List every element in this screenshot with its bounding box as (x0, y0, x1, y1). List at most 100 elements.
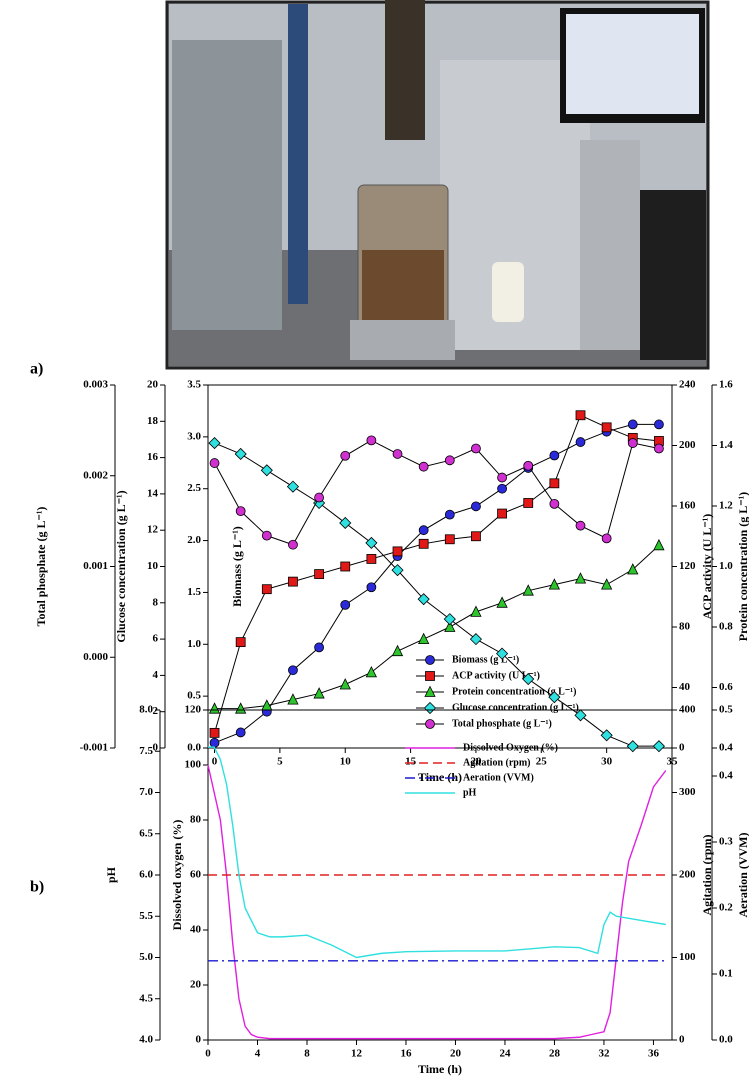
legend-marker (424, 685, 436, 697)
y-tick-label: 5.5 (139, 910, 153, 922)
y-tick-label: 100 (185, 759, 202, 771)
y-tick-label: 240 (679, 379, 696, 391)
y-tick-label: 0 (153, 742, 159, 754)
series-line (214, 439, 660, 546)
marker (235, 727, 246, 738)
y-tick-label: 0.0 (719, 1034, 733, 1046)
x-tick-label: 20 (450, 1048, 462, 1060)
y-axis-title: Glucose concentration (g L⁻¹) (114, 490, 128, 642)
y-tick-label: 120 (185, 704, 202, 716)
marker (288, 539, 298, 550)
marker (392, 546, 403, 557)
marker (497, 508, 507, 519)
y-tick-label: 100 (679, 951, 696, 963)
marker (652, 740, 665, 753)
marker (313, 687, 325, 699)
y-tick-label: 160 (679, 500, 696, 512)
y-axis-title: Biomass (g L⁻¹) (230, 526, 244, 607)
marker (339, 516, 352, 530)
marker (391, 564, 404, 577)
marker (444, 534, 455, 545)
series-line (207, 764, 667, 1040)
marker (627, 419, 638, 430)
y-tick-label: 6 (153, 633, 159, 645)
x-tick-label: 0 (205, 1048, 211, 1060)
y-tick-label: 4.0 (139, 1034, 153, 1046)
y-tick-label: 4.5 (139, 992, 153, 1004)
marker (600, 729, 613, 742)
y-tick-label: 0.001 (83, 560, 108, 572)
y-tick-label: 0.003 (83, 379, 108, 391)
marker (444, 455, 455, 466)
legend-label: Dissolved Oxygen (%) (463, 742, 558, 753)
marker (627, 438, 638, 448)
marker (470, 605, 482, 617)
photo-pumps (580, 140, 640, 350)
bioreactor-photo (165, 0, 710, 370)
y-tick-label: 0.4 (719, 770, 733, 782)
marker (314, 642, 324, 653)
marker (549, 498, 560, 509)
marker (444, 620, 456, 632)
x-tick-label: 8 (304, 1048, 310, 1060)
marker (418, 461, 429, 472)
y-tick-label: 4 (153, 669, 159, 681)
photo-base (350, 320, 455, 360)
y-axis-title: Total phosphate (g L⁻¹) (34, 507, 48, 627)
y-tick-label: 20 (147, 379, 159, 391)
y-tick-label: 6.0 (139, 869, 153, 881)
x-tick-label: 10 (340, 756, 352, 768)
marker (235, 637, 246, 648)
marker (208, 702, 221, 714)
x-tick-label: 12 (351, 1048, 363, 1060)
marker (601, 533, 612, 544)
series-line (214, 544, 660, 710)
photo-screen (566, 14, 699, 114)
legend-label: Protein concentration (g L⁻¹) (452, 686, 576, 697)
y-tick-label: 0 (679, 1034, 685, 1046)
legend-label: ACP activity (U L⁻¹) (452, 670, 540, 681)
y-tick-label: 80 (190, 814, 202, 826)
photo-rack (288, 4, 308, 304)
legend-label: Glucose concentration (g L⁻¹) (452, 702, 579, 713)
marker (654, 443, 664, 454)
y-axis-title: Protein concentration (g L⁻¹) (736, 492, 749, 641)
y-tick-label: 0 (196, 1034, 202, 1046)
marker (522, 584, 534, 596)
y-tick-label: 0.0 (187, 742, 201, 754)
marker (417, 593, 430, 606)
marker (575, 410, 586, 421)
x-tick-label: 4 (255, 1048, 261, 1060)
y-tick-label: 200 (679, 869, 696, 881)
y-tick-label: 0.1 (719, 968, 733, 980)
y-tick-label: 16 (147, 451, 159, 463)
y-tick-label: 0.5 (719, 704, 733, 716)
marker (366, 582, 377, 593)
series-line (214, 423, 659, 744)
marker (260, 464, 273, 477)
y-tick-label: 2.0 (187, 534, 201, 546)
marker (497, 472, 507, 483)
y-tick-label: 18 (147, 415, 159, 427)
x-tick-label: 30 (601, 756, 613, 768)
x-tick-label: 20 (470, 756, 482, 768)
marker (286, 480, 300, 493)
y-tick-label: 200 (679, 439, 696, 451)
y-tick-label: 400 (679, 704, 696, 716)
y-tick-label: -0.001 (80, 742, 108, 754)
marker (469, 633, 483, 646)
y-tick-label: 0.5 (187, 690, 201, 702)
marker (443, 613, 456, 626)
marker (549, 450, 560, 461)
marker (235, 702, 247, 714)
y-tick-label: 8 (153, 596, 159, 608)
marker (366, 435, 377, 446)
y-tick-label: 8.0 (139, 704, 153, 716)
y-tick-label: 0.2 (719, 902, 733, 914)
marker (444, 509, 455, 520)
marker (261, 530, 272, 541)
series-line (208, 746, 666, 959)
marker (471, 501, 481, 512)
marker (653, 538, 665, 551)
marker (574, 572, 587, 584)
